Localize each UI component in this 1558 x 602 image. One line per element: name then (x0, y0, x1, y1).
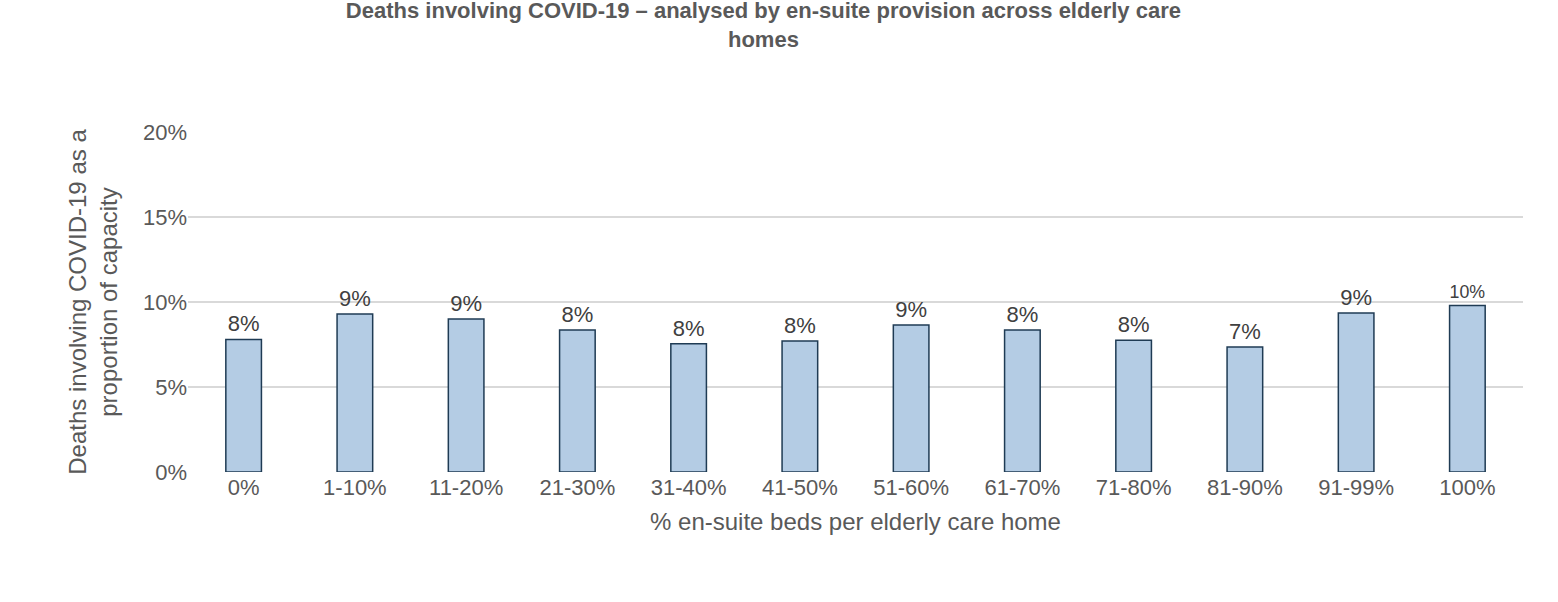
svg-text:41-50%: 41-50% (762, 475, 838, 500)
svg-text:7%: 7% (1229, 319, 1261, 344)
svg-text:Deaths involving COVID-19 – an: Deaths involving COVID-19 – analysed by … (346, 0, 1181, 52)
svg-text:51-60%: 51-60% (873, 475, 949, 500)
svg-text:0%: 0% (228, 475, 260, 500)
svg-text:91-99%: 91-99% (1318, 475, 1394, 500)
svg-text:9%: 9% (1340, 285, 1372, 310)
svg-text:8%: 8% (1006, 302, 1038, 327)
svg-text:8%: 8% (784, 313, 816, 338)
svg-text:8%: 8% (228, 311, 260, 336)
svg-text:10%: 10% (143, 290, 187, 315)
svg-text:11-20%: 11-20% (429, 475, 503, 500)
svg-text:8%: 8% (673, 316, 705, 341)
svg-text:8%: 8% (1118, 312, 1150, 337)
svg-text:1-10%: 1-10% (323, 475, 387, 500)
svg-text:% en-suite beds per elderly ca: % en-suite beds per elderly care home (650, 508, 1061, 535)
svg-text:21-30%: 21-30% (539, 475, 615, 500)
svg-text:0%: 0% (155, 460, 187, 485)
svg-text:61-70%: 61-70% (984, 475, 1060, 500)
svg-text:9%: 9% (339, 286, 371, 311)
svg-text:81-90%: 81-90% (1207, 475, 1283, 500)
svg-text:31-40%: 31-40% (651, 475, 727, 500)
svg-text:15%: 15% (143, 205, 187, 230)
svg-text:100%: 100% (1439, 475, 1495, 500)
svg-text:9%: 9% (450, 291, 482, 316)
svg-text:Deaths involving COVID-19 as a: Deaths involving COVID-19 as aproportion… (64, 129, 122, 475)
svg-text:9%: 9% (895, 297, 927, 322)
svg-text:71-80%: 71-80% (1096, 475, 1172, 500)
svg-text:10%: 10% (1450, 282, 1486, 302)
svg-text:8%: 8% (561, 302, 593, 327)
svg-text:20%: 20% (143, 120, 187, 145)
svg-text:5%: 5% (155, 375, 187, 400)
